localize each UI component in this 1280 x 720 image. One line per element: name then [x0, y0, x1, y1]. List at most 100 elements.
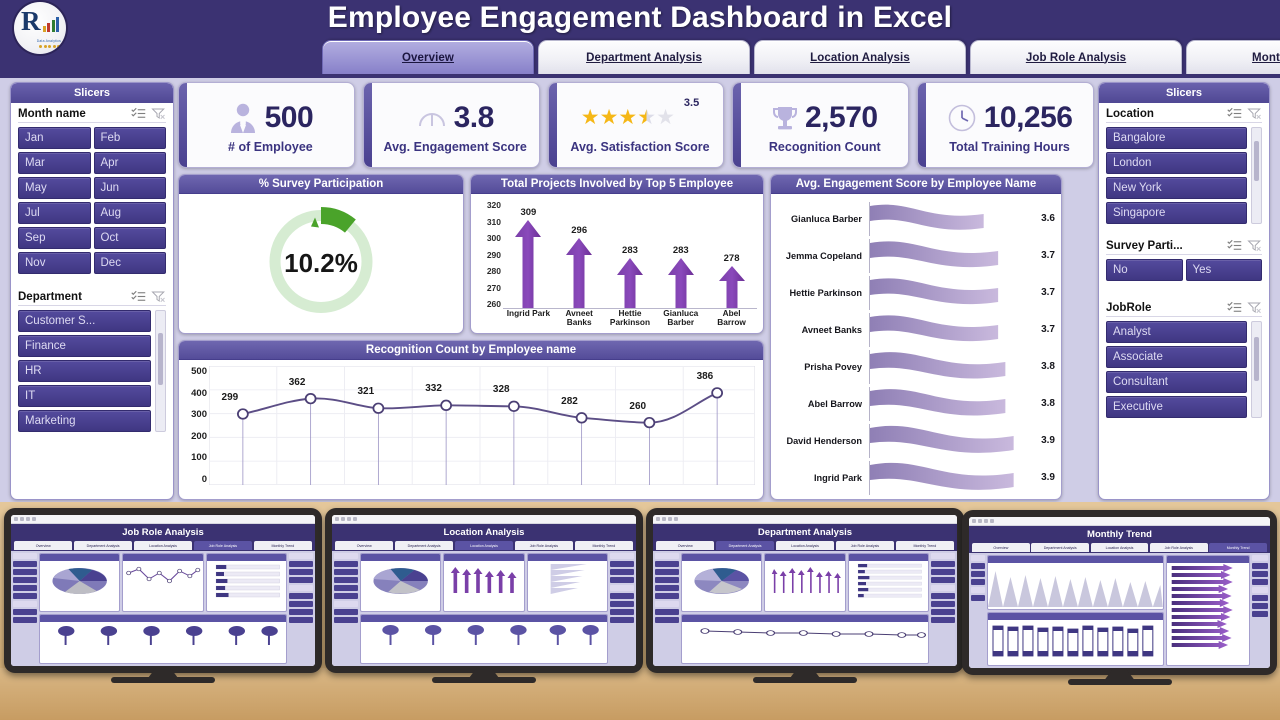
- slicer-item-department[interactable]: Finance: [18, 335, 151, 357]
- monitor-tab[interactable]: Department Analysis: [73, 541, 133, 550]
- slicer-item-month[interactable]: Oct: [93, 227, 166, 249]
- slicer-item-month[interactable]: Jul: [18, 202, 91, 224]
- clear-filter-icon[interactable]: [151, 290, 166, 303]
- y-tick: 270: [486, 282, 501, 293]
- monitor-tab-bar: Overview Department Analysis Location An…: [11, 541, 315, 551]
- monitor-tab[interactable]: Monthly Trend: [253, 541, 313, 550]
- slicer-item-department[interactable]: Customer S...: [18, 310, 151, 332]
- slicer-item-jobrole[interactable]: Analyst: [1106, 321, 1247, 343]
- clear-filter-icon[interactable]: [1247, 301, 1262, 314]
- slicer-item-location[interactable]: Bangalore: [1106, 127, 1247, 149]
- slicer-item-month[interactable]: Jun: [93, 177, 166, 199]
- chart-card-recognition-count: Recognition Count by Employee name 500 4…: [178, 340, 764, 500]
- slicer-scrollbar-location[interactable]: [1251, 127, 1262, 224]
- monitor-chart-pie: [681, 553, 763, 612]
- slicer-item-location[interactable]: New York: [1106, 177, 1247, 199]
- slicer-items-jobrole: Analyst Associate Consultant Executive: [1106, 321, 1247, 418]
- slicer-scrollbar-department[interactable]: [155, 310, 166, 432]
- ribbon-value: 3.9: [1041, 435, 1055, 446]
- slicer-item-month[interactable]: Dec: [93, 252, 166, 274]
- slicer-item-jobrole[interactable]: Executive: [1106, 396, 1247, 418]
- monitor-tab[interactable]: Overview: [972, 543, 1030, 552]
- multi-select-icon[interactable]: [1227, 107, 1242, 120]
- monitor-tab[interactable]: Job Role Analysis: [1149, 543, 1208, 552]
- monitor-chart-line: [681, 613, 929, 664]
- excel-formula-bar: [11, 515, 315, 524]
- slicer-item-department[interactable]: Marketing: [18, 410, 151, 432]
- slicer-label-jobrole: JobRole: [1106, 301, 1152, 314]
- monitor-tab[interactable]: Overview: [14, 541, 73, 550]
- clear-filter-icon[interactable]: [1247, 107, 1262, 120]
- monitor-tab[interactable]: Department Analysis: [394, 541, 454, 550]
- slicer-item-month[interactable]: May: [18, 177, 91, 199]
- slicer-scrollbar-jobrole[interactable]: [1251, 321, 1262, 418]
- monitor-monthly-trend: Monthly Trend Overview Department Analys…: [962, 510, 1277, 685]
- ribbon-category-label: Ingrid Park: [814, 472, 862, 483]
- tab-location-analysis[interactable]: Location Analysis: [754, 40, 966, 74]
- tab-job-role-analysis[interactable]: Job Role Analysis: [970, 40, 1182, 74]
- monitor-tab[interactable]: Monthly Trend: [574, 541, 634, 550]
- ribbon-value: 3.9: [1041, 472, 1055, 483]
- multi-select-icon[interactable]: [131, 107, 146, 120]
- tab-monthly-trend[interactable]: Monthly Trend: [1186, 40, 1280, 74]
- slicer-item-jobrole[interactable]: Associate: [1106, 346, 1247, 368]
- kpi-label-employee-count: # of Employee: [228, 139, 313, 154]
- slicer-item-month[interactable]: Jan: [18, 127, 91, 149]
- slicer-item-month[interactable]: Aug: [93, 202, 166, 224]
- monitor-tab[interactable]: Monthly Trend: [895, 541, 955, 550]
- monitor-tab[interactable]: Job Role Analysis: [835, 541, 895, 550]
- kpi-value-satisfaction-score: 3.5: [683, 96, 700, 109]
- monitor-tab[interactable]: Location Analysis: [775, 541, 835, 550]
- bar-chart-y-axis: 320 310 300 290 280 270 260: [475, 200, 501, 309]
- multi-select-icon[interactable]: [131, 290, 146, 303]
- kpi-card-satisfaction-score: ★ ★ ★ ★ ★ 3.5 Avg. Satisfaction Score: [547, 82, 725, 168]
- slicer-item-month[interactable]: Feb: [93, 127, 166, 149]
- monitor-tab[interactable]: Overview: [335, 541, 394, 550]
- slicer-item-survey-yes[interactable]: Yes: [1185, 259, 1262, 281]
- monitor-tab[interactable]: Location Analysis: [454, 541, 514, 550]
- slicer-item-department[interactable]: HR: [18, 360, 151, 382]
- monitor-tab[interactable]: Overview: [656, 541, 715, 550]
- slicer-item-month[interactable]: Nov: [18, 252, 91, 274]
- ribbon-category-label: Prisha Povey: [804, 361, 862, 372]
- monitor-screen-title: Monthly Trend: [969, 526, 1270, 543]
- monitor-tab[interactable]: Monthly Trend: [1209, 543, 1267, 552]
- multi-select-icon[interactable]: [1227, 301, 1242, 314]
- kpi-label-engagement-score: Avg. Engagement Score: [383, 139, 527, 154]
- chart-title-total-projects: Total Projects Involved by Top 5 Employe…: [471, 175, 763, 194]
- monitor-tab[interactable]: Job Role Analysis: [514, 541, 574, 550]
- tab-overview[interactable]: Overview: [322, 40, 534, 74]
- bar-category-label: Avneet Banks: [565, 308, 593, 328]
- y-tick: 260: [486, 299, 501, 309]
- y-tick: 310: [486, 216, 501, 227]
- monitor-slicer-right: [289, 553, 313, 664]
- clear-filter-icon[interactable]: [1247, 239, 1262, 252]
- monitor-tab[interactable]: Department Analysis: [1031, 543, 1090, 552]
- ribbon-category-label: Abel Barrow: [807, 398, 862, 409]
- slicer-group-month: Month name Jan Feb: [11, 103, 173, 276]
- monitor-tab[interactable]: Job Role Analysis: [193, 541, 253, 550]
- tab-department-analysis[interactable]: Department Analysis: [538, 40, 750, 74]
- slicer-item-month[interactable]: Sep: [18, 227, 91, 249]
- kpi-label-satisfaction-score: Avg. Satisfaction Score: [570, 139, 710, 154]
- slicer-item-jobrole[interactable]: Consultant: [1106, 371, 1247, 393]
- monitor-tab[interactable]: Location Analysis: [1090, 543, 1149, 552]
- monitor-tab[interactable]: Department Analysis: [715, 541, 775, 550]
- bar-category-label: Hettie Parkinson: [609, 308, 651, 328]
- slicer-item-department[interactable]: IT: [18, 385, 151, 407]
- slicer-item-month[interactable]: Apr: [93, 152, 166, 174]
- kpi-label-training-hours: Total Training Hours: [949, 139, 1070, 154]
- slicer-item-location[interactable]: London: [1106, 152, 1247, 174]
- slicer-label-department: Department: [18, 290, 82, 303]
- multi-select-icon[interactable]: [1227, 239, 1242, 252]
- kpi-value-recognition-count: 2,570: [805, 100, 878, 134]
- slicer-item-location[interactable]: Singapore: [1106, 202, 1247, 224]
- slicer-item-survey-no[interactable]: No: [1106, 259, 1183, 281]
- slicer-label-survey-participation: Survey Parti...: [1106, 239, 1183, 252]
- slicer-item-month[interactable]: Mar: [18, 152, 91, 174]
- clear-filter-icon[interactable]: [151, 107, 166, 120]
- monitor-location-analysis: Location Analysis Overview Department An…: [325, 508, 643, 683]
- monitor-chart-columns: [987, 611, 1164, 666]
- ribbon-category-label: Gianluca Barber: [791, 213, 862, 224]
- monitor-tab[interactable]: Location Analysis: [133, 541, 193, 550]
